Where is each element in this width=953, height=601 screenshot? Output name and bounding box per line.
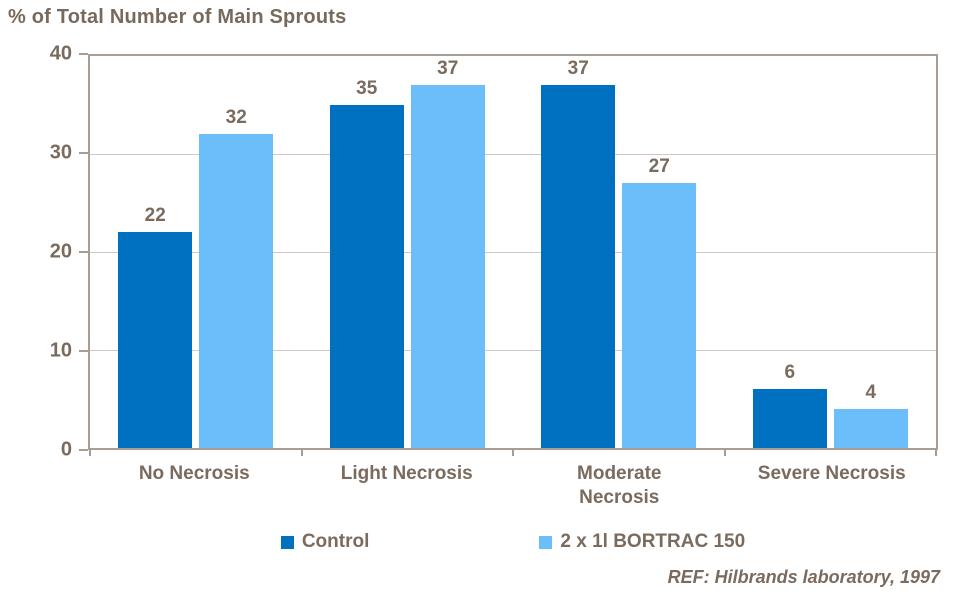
bar-2-x-1l-bortrac-150: 32	[199, 107, 274, 448]
bar-value-label: 27	[648, 156, 670, 178]
bar-2-x-1l-bortrac-150: 4	[833, 382, 908, 448]
bar-value-label: 32	[225, 107, 247, 129]
category-label-severe-necrosis: Severe Necrosis	[757, 463, 906, 484]
bar-value-label: 37	[567, 58, 589, 80]
bar-groups: 22 32 35 37 37 27 6 4	[90, 56, 936, 448]
y-axis-tick-mark	[79, 53, 88, 55]
legend-swatch	[539, 535, 553, 549]
category-label-moderate-necrosis: Moderate Necrosis	[577, 463, 662, 508]
bar-2-x-1l-bortrac-150: 27	[622, 156, 697, 448]
x-axis-tick-mark	[512, 448, 514, 456]
y-axis-tick-mark	[79, 251, 88, 253]
y-axis-tick-mark	[79, 449, 88, 451]
legend-label: Control	[301, 531, 370, 552]
y-axis-tick-label: 10	[49, 339, 72, 362]
x-axis-tick-mark	[89, 448, 91, 456]
bar-value-label: 37	[437, 58, 459, 80]
y-axis-tick-label: 0	[60, 438, 72, 461]
gridline	[90, 350, 936, 351]
legend-swatch	[280, 535, 294, 549]
gridline	[90, 154, 936, 155]
legend: Control 2 x 1l BORTRAC 150	[88, 531, 938, 553]
bar-2-x-1l-bortrac-150: 37	[410, 58, 485, 448]
y-axis-tick-mark	[79, 350, 88, 352]
bar-control: 22	[118, 205, 193, 448]
bar-value-label: 4	[865, 381, 877, 403]
chart-title: % of Total Number of Main Sprouts	[8, 6, 347, 28]
x-axis-tick-mark	[935, 448, 937, 456]
reference-note: REF: Hilbrands laboratory, 1997	[667, 567, 940, 587]
y-axis-tick-label: 20	[49, 240, 72, 263]
category-label-no-necrosis: No Necrosis	[138, 463, 250, 484]
bar-value-label: 22	[144, 205, 166, 227]
x-axis-tick-mark	[723, 448, 726, 456]
legend-label: 2 x 1l BORTRAC 150	[560, 531, 746, 552]
bar-control: 35	[329, 78, 404, 448]
category-label-light-necrosis: Light Necrosis	[340, 463, 473, 484]
x-axis-tick-mark	[300, 448, 303, 456]
gridline	[90, 252, 936, 253]
legend-item-2-x-1l-bortrac-150: 2 x 1l BORTRAC 150	[539, 531, 745, 553]
bar-control: 37	[541, 58, 616, 448]
bar-value-label: 35	[356, 78, 378, 99]
bar-group-light-necrosis: 35 37	[302, 56, 514, 448]
y-axis-tick-mark	[79, 152, 88, 154]
bar-group-no-necrosis: 22 32	[90, 56, 302, 448]
y-axis-tick-label: 30	[49, 141, 72, 164]
y-axis-tick-label: 40	[49, 42, 72, 65]
bar-value-label: 6	[784, 362, 796, 384]
y-axis: 0 10 20 30 40	[0, 43, 88, 461]
bar-control: 6	[752, 362, 827, 448]
legend-item-control: Control	[280, 531, 370, 553]
bar-group-moderate-necrosis: 37 27	[513, 56, 725, 448]
x-axis-category-labels: No Necrosis Light Necrosis Moderate Necros…	[88, 462, 938, 510]
plot-area: 22 32 35 37 37 27 6 4	[88, 54, 938, 456]
